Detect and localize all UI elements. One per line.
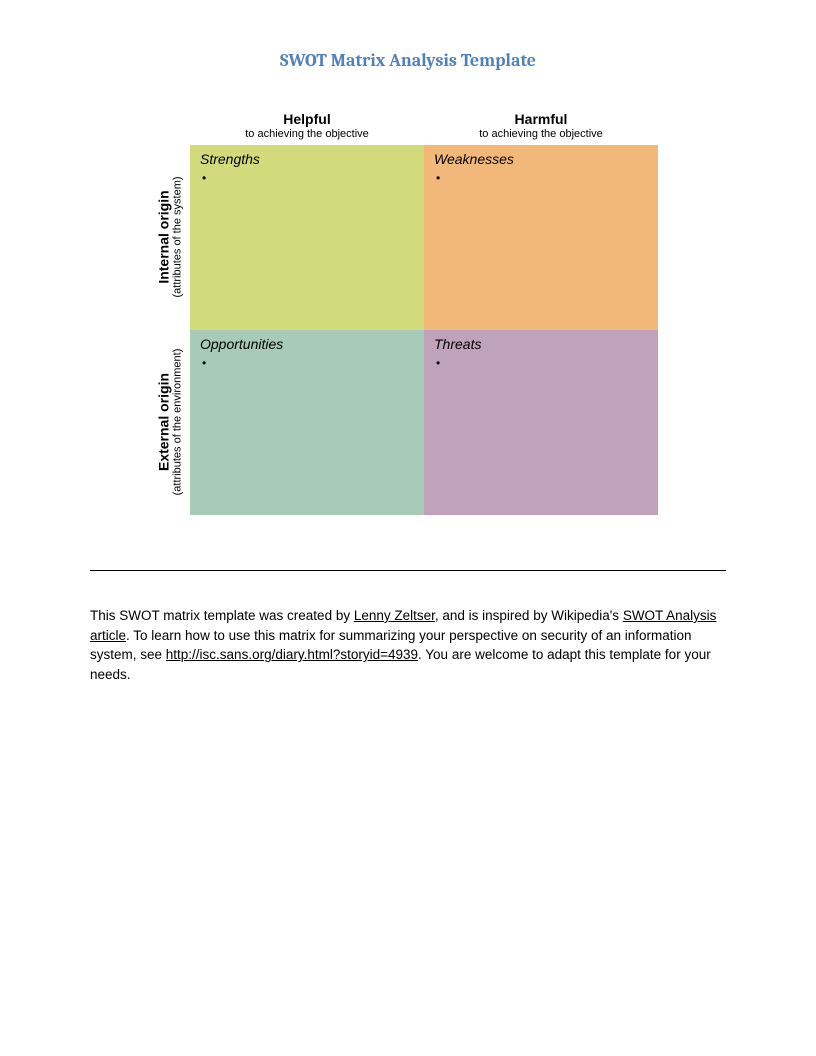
row-header-external: External origin (attributes of the envir…	[150, 330, 190, 515]
quadrant-title: Threats	[434, 336, 648, 352]
quadrant-title: Weaknesses	[434, 151, 648, 167]
footer-paragraph: This SWOT matrix template was created by…	[90, 606, 726, 684]
col-header-main: Harmful	[424, 111, 658, 128]
col-header-sub: to achieving the objective	[190, 128, 424, 141]
col-header-harmful: Harmful to achieving the objective	[424, 111, 658, 145]
quadrant-title: Strengths	[200, 151, 414, 167]
quadrant-threats: Threats •	[424, 330, 658, 515]
document-page: SWOT Matrix Analysis Template Helpful to…	[0, 0, 816, 738]
row-header-internal: Internal origin (attributes of the syste…	[150, 145, 190, 330]
quadrant-title: Opportunities	[200, 336, 414, 352]
page-title: SWOT Matrix Analysis Template	[90, 50, 726, 71]
quadrant-opportunities: Opportunities •	[190, 330, 424, 515]
footer-text: This SWOT matrix template was created by	[90, 608, 354, 623]
quadrant-bullet: •	[434, 171, 648, 185]
row-header-sub: (attributes of the environment)	[172, 349, 184, 496]
row-header-main: Internal origin	[156, 177, 171, 298]
section-divider	[90, 570, 726, 571]
quadrant-weaknesses: Weaknesses •	[424, 145, 658, 330]
matrix-row-external: External origin (attributes of the envir…	[150, 330, 726, 515]
col-header-helpful: Helpful to achieving the objective	[190, 111, 424, 145]
row-header-main: External origin	[156, 349, 171, 496]
link-sans[interactable]: http://isc.sans.org/diary.html?storyid=4…	[166, 647, 418, 662]
quadrant-strengths: Strengths •	[190, 145, 424, 330]
link-author[interactable]: Lenny Zeltser	[354, 608, 435, 623]
quadrant-bullet: •	[434, 356, 648, 370]
footer-text: , and is inspired by Wikipedia's	[435, 608, 623, 623]
row-header-sub: (attributes of the system)	[172, 177, 184, 298]
column-headers: Helpful to achieving the objective Harmf…	[190, 111, 726, 145]
matrix-row-internal: Internal origin (attributes of the syste…	[150, 145, 726, 330]
quadrant-bullet: •	[200, 171, 414, 185]
quadrant-bullet: •	[200, 356, 414, 370]
col-header-sub: to achieving the objective	[424, 128, 658, 141]
col-header-main: Helpful	[190, 111, 424, 128]
swot-matrix: Helpful to achieving the objective Harmf…	[150, 111, 726, 515]
